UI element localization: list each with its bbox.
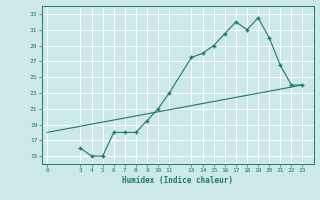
X-axis label: Humidex (Indice chaleur): Humidex (Indice chaleur) — [122, 176, 233, 185]
